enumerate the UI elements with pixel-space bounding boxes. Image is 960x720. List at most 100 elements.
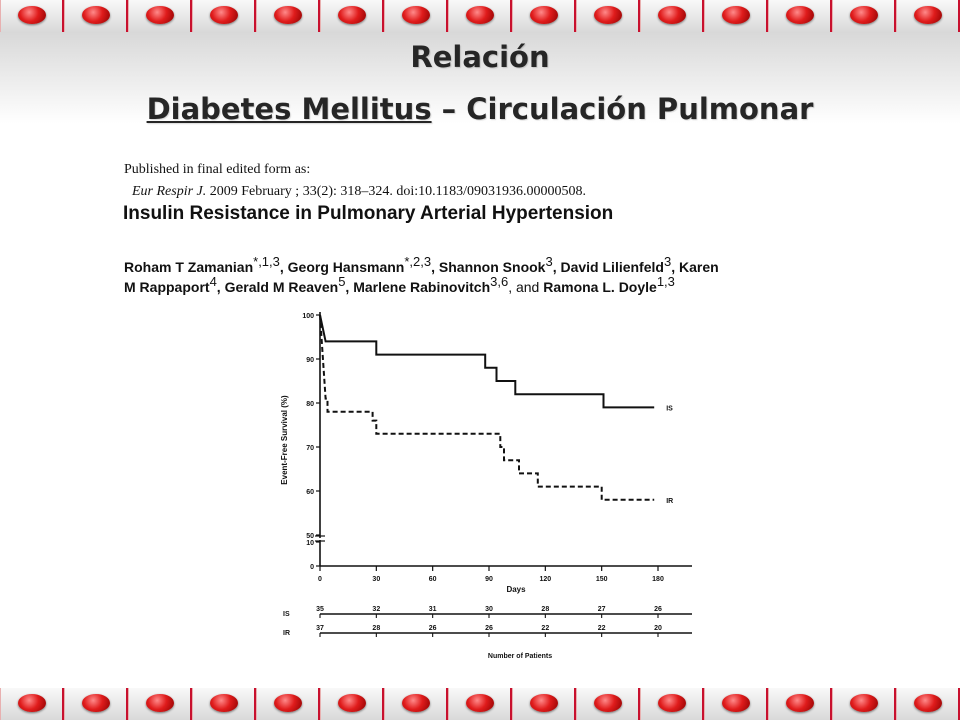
red-bead-icon — [850, 694, 878, 712]
citation: Eur Respir J. 2009 February ; 33(2): 318… — [132, 184, 586, 200]
risk-value: 27 — [598, 606, 606, 613]
author-affiliation: 4 — [209, 274, 217, 289]
author-separator: , — [431, 259, 439, 275]
red-bead-icon — [658, 6, 686, 24]
author-name: Georg Hansmann — [287, 259, 405, 275]
y-tick-label: 80 — [306, 401, 314, 408]
top-decorative-bar — [0, 0, 960, 32]
rail-cell — [640, 0, 704, 32]
rail-cell — [192, 688, 256, 720]
risk-value: 32 — [372, 606, 380, 613]
y-tick-label: 0 — [310, 564, 314, 571]
authors-line-1: Roham T Zamanian*,1,3, Georg Hansmann*,2… — [124, 254, 719, 275]
risk-value: 26 — [485, 625, 493, 632]
red-bead-icon — [146, 694, 174, 712]
rail-cell — [512, 688, 576, 720]
red-bead-icon — [82, 694, 110, 712]
rail-cell — [768, 688, 832, 720]
rail-cell — [320, 688, 384, 720]
author-separator: , — [279, 259, 288, 275]
y-tick-label: 100 — [302, 313, 314, 320]
y-tick-label: 90 — [306, 357, 314, 364]
red-bead-icon — [466, 6, 494, 24]
red-bead-icon — [594, 6, 622, 24]
red-bead-icon — [594, 694, 622, 712]
rail-cell — [320, 0, 384, 32]
rail-cell — [896, 688, 960, 720]
title-band — [0, 32, 960, 140]
x-tick-label: 180 — [652, 576, 664, 583]
red-bead-icon — [914, 694, 942, 712]
rail-cell — [896, 0, 960, 32]
risk-value: 28 — [372, 625, 380, 632]
red-bead-icon — [530, 6, 558, 24]
published-note: Published in final edited form as: — [124, 162, 311, 177]
risk-value: 37 — [316, 625, 324, 632]
rail-cell — [0, 688, 64, 720]
rail-cell — [0, 0, 64, 32]
rail-cell — [384, 0, 448, 32]
author-affiliation: 3 — [663, 254, 672, 269]
author-affiliation: *,2,3 — [404, 254, 432, 269]
author-separator: , — [671, 259, 679, 275]
red-bead-icon — [786, 694, 814, 712]
x-tick-label: 150 — [596, 576, 608, 583]
risk-value: 28 — [541, 606, 549, 613]
rail-cell — [640, 688, 704, 720]
red-bead-icon — [914, 6, 942, 24]
author-name: Roham T Zamanian — [124, 259, 254, 275]
rail-cell — [576, 0, 640, 32]
risk-value: 30 — [485, 606, 493, 613]
author-separator: , — [552, 259, 561, 275]
y-tick-label: 60 — [306, 489, 314, 496]
risk-value: 31 — [429, 606, 437, 613]
x-tick-label: 30 — [372, 576, 380, 583]
red-bead-icon — [466, 694, 494, 712]
rail-cell — [448, 0, 512, 32]
rail-cell — [768, 0, 832, 32]
rail-cell — [704, 688, 768, 720]
subtitle-underlined: Diabetes Mellitus — [146, 92, 432, 126]
red-bead-icon — [786, 6, 814, 24]
author-separator: , and — [508, 279, 544, 295]
rail-cell — [256, 0, 320, 32]
subtitle-rest: – Circulación Pulmonar — [431, 92, 814, 126]
rail-cell — [64, 0, 128, 32]
risk-row-label: IR — [283, 630, 290, 637]
x-tick-label: 60 — [429, 576, 437, 583]
rail-cell — [128, 0, 192, 32]
citation-rest: 2009 February ; 33(2): 318–324. doi:10.1… — [206, 184, 587, 199]
author-affiliation: 3,6 — [490, 274, 509, 289]
x-axis-label: Days — [506, 585, 526, 594]
author-affiliation: 5 — [338, 274, 346, 289]
author-name: Marlene Rabinovitch — [353, 279, 491, 295]
red-bead-icon — [210, 694, 238, 712]
rail-cell — [64, 688, 128, 720]
rail-cell — [128, 688, 192, 720]
red-bead-icon — [274, 6, 302, 24]
paper-title: Insulin Resistance in Pulmonary Arterial… — [123, 203, 614, 224]
red-bead-icon — [658, 694, 686, 712]
rail-cell — [512, 0, 576, 32]
author-affiliation: 3 — [545, 254, 553, 269]
red-bead-icon — [530, 694, 558, 712]
slide-title: Relación — [410, 40, 550, 74]
red-bead-icon — [722, 694, 750, 712]
x-tick-label: 90 — [485, 576, 493, 583]
rail-cell — [832, 0, 896, 32]
red-bead-icon — [402, 6, 430, 24]
red-bead-icon — [850, 6, 878, 24]
author-name: Shannon Snook — [438, 259, 546, 275]
risk-table-title: Number of Patients — [488, 653, 552, 660]
y-tick-label: 10 — [306, 540, 314, 547]
red-bead-icon — [210, 6, 238, 24]
red-bead-icon — [274, 694, 302, 712]
bottom-decorative-bar — [0, 688, 960, 720]
series-line-is — [319, 314, 655, 409]
author-name: Gerald M Reaven — [224, 279, 339, 295]
x-tick-label: 0 — [318, 576, 322, 583]
rail-cell — [256, 688, 320, 720]
slide-subtitle: Diabetes Mellitus – Circulación Pulmonar — [0, 92, 960, 126]
journal-name: Eur Respir J. — [132, 184, 207, 199]
